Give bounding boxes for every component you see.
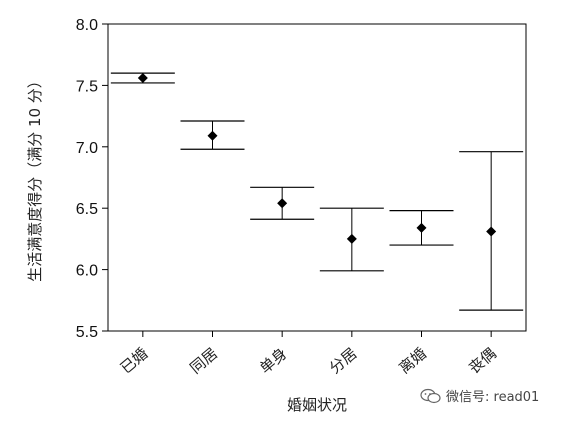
- mean-marker: [346, 233, 357, 244]
- x-tick-label: 已婚: [117, 344, 152, 377]
- y-tick-label: 7.5: [76, 78, 98, 95]
- error-bar-4: [319, 207, 384, 272]
- x-tick-label: 分居: [326, 344, 361, 377]
- y-tick-label: 6.5: [76, 201, 98, 218]
- y-tick-label: 5.5: [76, 324, 98, 341]
- watermark-text: 微信号: read01: [446, 390, 540, 405]
- plot-area-frame: [107, 23, 527, 332]
- y-tick-label: 6.0: [76, 263, 98, 280]
- x-tick-label: 单身: [256, 344, 291, 377]
- error-bar-2: [180, 120, 245, 150]
- x-tick-label: 同居: [187, 344, 222, 377]
- error-bar-3: [250, 186, 315, 220]
- y-axis-title: 生活满意度得分（满分 10 分）: [26, 73, 44, 282]
- mean-marker: [416, 222, 427, 233]
- watermark: 微信号: read01: [420, 386, 539, 405]
- x-axis-title: 婚姻状况: [287, 396, 347, 414]
- mean-marker: [486, 226, 497, 237]
- mean-marker: [207, 130, 218, 141]
- y-tick-label: 8.0: [76, 17, 98, 34]
- error-bar-5: [389, 210, 454, 246]
- x-tick-label: 离婚: [396, 344, 431, 377]
- wechat-icon: [420, 388, 441, 403]
- x-tick-label: 丧偶: [465, 344, 500, 377]
- mean-marker: [137, 73, 148, 84]
- y-tick-label: 7.0: [76, 140, 98, 157]
- error-bar-6: [459, 151, 524, 311]
- error-bar-1: [110, 72, 175, 84]
- mean-marker: [277, 198, 288, 209]
